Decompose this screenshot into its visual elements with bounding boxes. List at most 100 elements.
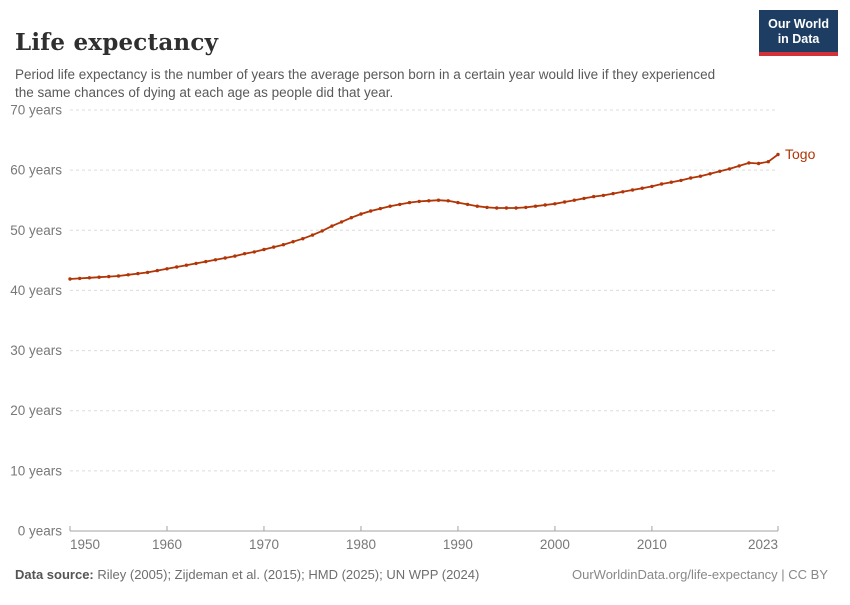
data-point-marker[interactable]: [465, 202, 470, 207]
page-title: Life expectancy: [15, 29, 219, 57]
data-point-marker[interactable]: [456, 200, 460, 205]
data-point-marker[interactable]: [184, 263, 189, 267]
data-point-marker[interactable]: [320, 229, 324, 233]
data-point-marker[interactable]: [553, 202, 557, 206]
data-point-marker[interactable]: [504, 206, 509, 210]
data-point-marker[interactable]: [204, 259, 208, 264]
data-point-marker[interactable]: [145, 270, 150, 275]
y-axis-tick-label: 50 years: [10, 223, 62, 238]
data-point-marker[interactable]: [485, 205, 489, 210]
data-point-marker[interactable]: [708, 172, 712, 176]
data-point-marker[interactable]: [233, 254, 237, 258]
data-point-marker[interactable]: [87, 276, 92, 280]
x-axis-tick-label: 2023: [748, 537, 778, 552]
data-point-marker[interactable]: [718, 169, 722, 173]
x-axis-tick-label: 2000: [540, 537, 570, 552]
data-point-marker[interactable]: [776, 152, 780, 157]
y-axis-tick-label: 30 years: [10, 343, 62, 358]
data-point-marker[interactable]: [398, 202, 402, 207]
data-point-marker[interactable]: [97, 275, 101, 279]
data-point-marker[interactable]: [543, 203, 547, 207]
data-point-marker[interactable]: [562, 200, 567, 204]
y-axis-tick-label: 10 years: [10, 463, 62, 478]
data-point-marker[interactable]: [78, 276, 82, 281]
data-point-marker[interactable]: [640, 186, 644, 190]
data-point-marker[interactable]: [766, 160, 770, 164]
data-point-marker[interactable]: [388, 204, 392, 208]
data-point-marker[interactable]: [582, 196, 586, 201]
data-point-marker[interactable]: [592, 194, 596, 199]
data-point-marker[interactable]: [407, 200, 412, 205]
data-point-marker[interactable]: [107, 274, 111, 279]
data-point-marker[interactable]: [301, 237, 305, 241]
data-source-label: Data source:: [15, 567, 94, 582]
x-axis-tick-label: 2010: [637, 537, 667, 552]
data-point-marker[interactable]: [330, 224, 334, 228]
data-point-marker[interactable]: [572, 198, 576, 202]
owid-link[interactable]: OurWorldinData.org/life-expectancy | CC …: [571, 567, 828, 582]
data-point-marker[interactable]: [727, 167, 732, 171]
entity-label-togo[interactable]: Togo: [785, 146, 816, 162]
x-axis-tick-label: 1990: [443, 537, 473, 552]
y-axis-tick-label: 40 years: [10, 283, 62, 298]
data-point-marker[interactable]: [378, 206, 383, 211]
data-point-marker[interactable]: [272, 245, 276, 249]
data-point-marker[interactable]: [427, 199, 431, 203]
data-point-marker[interactable]: [136, 271, 140, 276]
data-point-marker[interactable]: [68, 277, 72, 281]
data-point-marker[interactable]: [446, 199, 450, 203]
togo-line[interactable]: [69, 153, 779, 280]
y-axis-tick-label: 70 years: [10, 103, 62, 118]
data-point-marker[interactable]: [679, 178, 683, 183]
data-point-marker[interactable]: [689, 176, 693, 180]
data-point-marker[interactable]: [223, 256, 227, 260]
data-point-marker[interactable]: [291, 240, 295, 244]
data-point-marker[interactable]: [524, 205, 528, 210]
data-point-marker[interactable]: [359, 212, 363, 216]
data-point-marker[interactable]: [495, 206, 499, 210]
data-point-marker[interactable]: [126, 273, 130, 277]
data-point-marker[interactable]: [475, 204, 479, 208]
data-point-marker[interactable]: [339, 220, 344, 224]
data-point-marker[interactable]: [621, 190, 625, 194]
x-axis-tick-label: 1970: [249, 537, 279, 552]
data-point-marker[interactable]: [310, 233, 315, 237]
data-point-marker[interactable]: [611, 191, 615, 196]
data-point-marker[interactable]: [369, 209, 373, 213]
data-point-marker[interactable]: [533, 204, 538, 208]
y-axis-tick-label: 20 years: [10, 403, 62, 418]
data-point-marker[interactable]: [747, 161, 751, 165]
data-point-marker[interactable]: [175, 265, 179, 269]
data-point-marker[interactable]: [417, 199, 421, 204]
owid-logo[interactable]: Our World in Data: [759, 10, 838, 56]
data-point-marker[interactable]: [281, 243, 286, 247]
x-axis-tick-label: 1960: [152, 537, 182, 552]
data-point-marker[interactable]: [349, 216, 353, 220]
data-point-marker[interactable]: [242, 252, 247, 256]
data-point-marker[interactable]: [756, 161, 761, 166]
data-point-marker[interactable]: [436, 198, 441, 202]
x-axis-tick-label: 1950: [70, 537, 100, 552]
data-point-marker[interactable]: [659, 182, 664, 186]
data-point-marker[interactable]: [601, 193, 606, 198]
data-point-marker[interactable]: [252, 250, 256, 254]
chart-subtitle: Period life expectancy is the number of …: [15, 66, 716, 101]
data-source-note: Data source: Riley (2005); Zijdeman et a…: [15, 567, 479, 582]
y-axis-tick-label: 60 years: [10, 163, 62, 178]
data-point-marker[interactable]: [213, 258, 218, 262]
data-point-marker[interactable]: [116, 274, 121, 278]
data-point-marker[interactable]: [630, 188, 635, 192]
data-point-marker[interactable]: [194, 261, 198, 266]
data-point-marker[interactable]: [650, 184, 654, 189]
data-point-marker[interactable]: [514, 206, 518, 210]
data-point-marker[interactable]: [165, 267, 169, 271]
data-point-marker[interactable]: [698, 174, 703, 178]
data-point-marker[interactable]: [737, 164, 741, 168]
x-axis-tick-label: 1980: [346, 537, 376, 552]
data-point-marker[interactable]: [262, 247, 266, 252]
y-axis-tick-label: 0 years: [18, 524, 63, 539]
data-point-marker[interactable]: [155, 268, 159, 273]
data-point-marker[interactable]: [669, 180, 673, 184]
